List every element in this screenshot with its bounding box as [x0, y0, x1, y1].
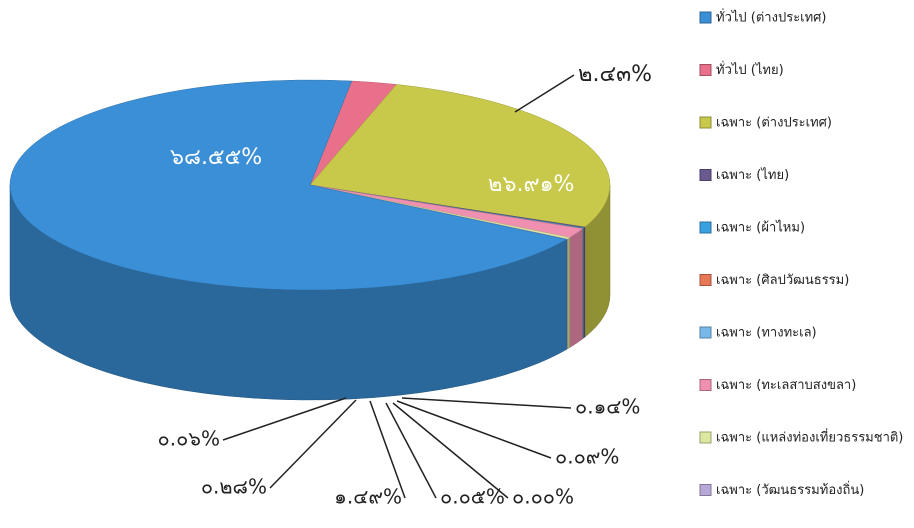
legend-swatch — [699, 169, 712, 181]
legend-label: เฉพาะ (ไทย) — [716, 167, 789, 183]
legend-swatch — [699, 484, 712, 496]
legend-label: ทั่วไป (ไทย) — [716, 61, 784, 78]
legend-label: เฉพาะ (ทะเลสาบสงขลา) — [716, 378, 856, 393]
data-label: ๐.๑๔% — [575, 395, 640, 419]
data-label: ๐.๐๕% — [440, 485, 505, 509]
legend-swatch — [699, 64, 712, 76]
legend-swatch — [699, 221, 712, 234]
leader-line — [269, 399, 357, 489]
leader-line — [396, 400, 552, 459]
leader-line — [369, 400, 406, 499]
legend-label: เฉพาะ (ต่างประเทศ) — [716, 116, 832, 131]
pie-tops — [9, 79, 611, 291]
legend-label: เฉพาะ (ผ้าไหม) — [716, 220, 805, 236]
legend-label: เฉพาะ (ทางทะเล) — [716, 326, 817, 341]
data-label: ๐.๐๐% — [512, 485, 574, 509]
legend-swatch — [699, 116, 712, 129]
slice — [9, 79, 568, 291]
leader-line — [514, 74, 575, 113]
legend-label: เฉพาะ (วัฒนธรรมท้องถิ่น) — [716, 481, 864, 498]
legend-label: ทั่วไป (ต่างประเทศ) — [716, 9, 827, 26]
data-label: ๑.๔๙% — [334, 485, 402, 509]
legend-swatch — [699, 326, 712, 339]
slice-side — [569, 228, 583, 348]
legend-swatch — [699, 431, 712, 444]
leader-line — [401, 397, 572, 409]
legend-swatch — [699, 379, 712, 391]
data-label: ๐.๐๙% — [555, 445, 619, 469]
data-label: ๐.๒๘% — [201, 475, 267, 499]
data-label: ๐.๐๖% — [158, 427, 220, 451]
leader-line — [222, 397, 347, 441]
leader-line — [392, 402, 509, 499]
data-label: ๒๖.๙๑% — [488, 172, 574, 197]
data-label: ๖๘.๕๕% — [170, 145, 262, 170]
legend-swatch — [699, 11, 712, 24]
slice — [309, 84, 611, 228]
legend-swatch — [699, 274, 712, 286]
data-label: ๒.๔๓% — [578, 62, 652, 87]
leader-line — [385, 402, 437, 499]
legend-label: เฉพาะ (ศิลปวัฒนธรรม) — [716, 273, 849, 288]
legend-label: เฉพาะ (แหล่งท่องเที่ยวธรรมชาติ) — [716, 429, 903, 446]
slice-side — [566, 237, 571, 350]
